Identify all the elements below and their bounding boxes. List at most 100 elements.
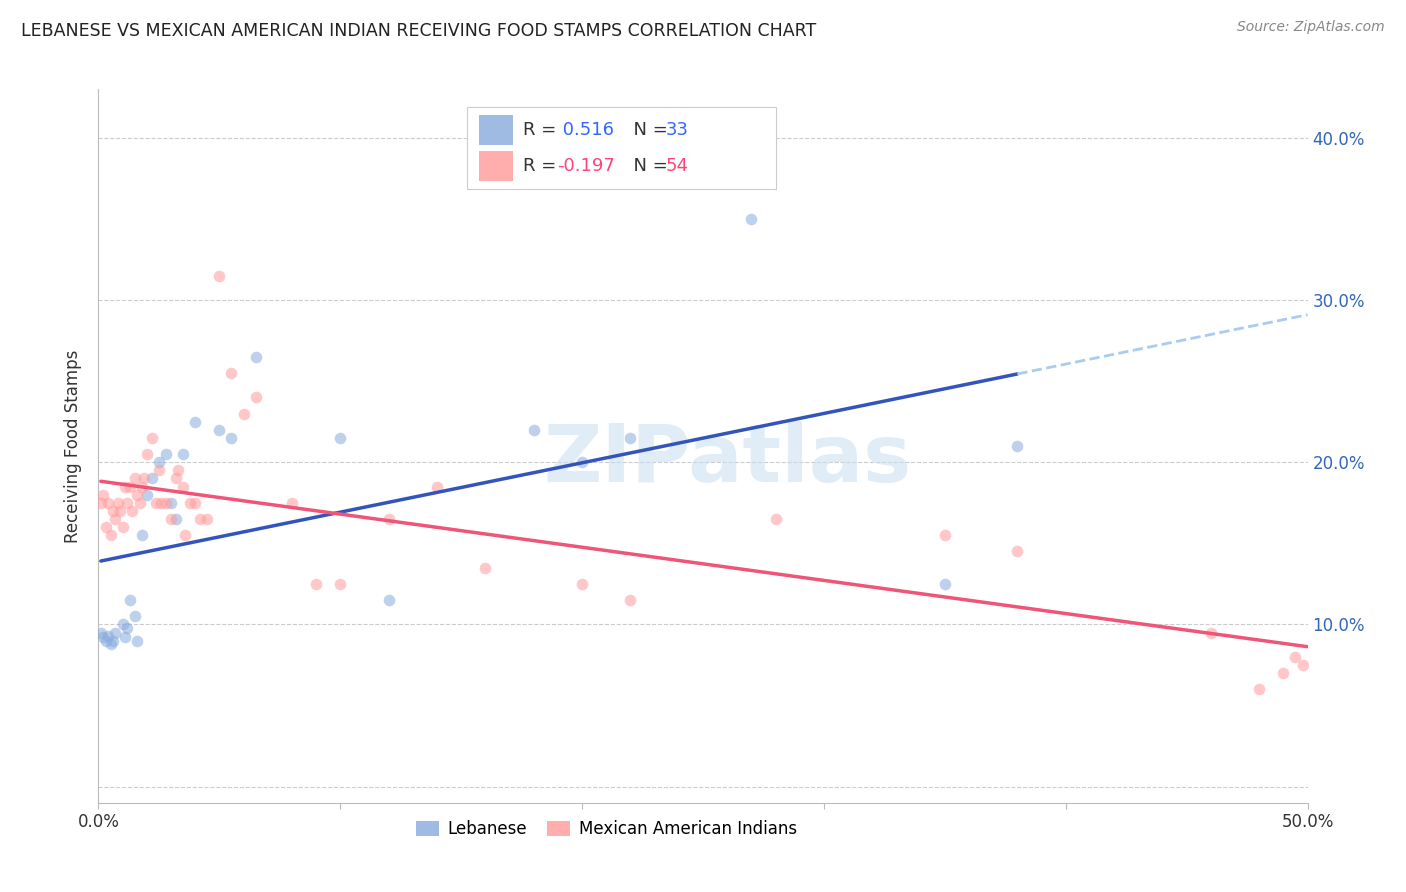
Text: Source: ZipAtlas.com: Source: ZipAtlas.com	[1237, 20, 1385, 34]
Y-axis label: Receiving Food Stamps: Receiving Food Stamps	[65, 350, 83, 542]
Point	[135, 447, 157, 461]
Point	[167, 463, 190, 477]
Point	[141, 431, 163, 445]
Text: -0.197: -0.197	[557, 157, 614, 175]
Point	[619, 431, 641, 445]
Point	[426, 479, 449, 493]
Point	[1007, 544, 1029, 558]
Point	[1199, 625, 1222, 640]
Point	[148, 463, 170, 477]
Point	[108, 504, 131, 518]
Point	[118, 479, 141, 493]
Point	[188, 512, 211, 526]
Point	[124, 609, 146, 624]
Point	[571, 577, 593, 591]
Point	[94, 520, 117, 534]
Point	[934, 528, 956, 542]
Bar	[467, 107, 776, 189]
Point	[121, 504, 143, 518]
Text: N =: N =	[621, 121, 673, 139]
Point	[208, 268, 231, 283]
Text: ZIPatlas: ZIPatlas	[543, 421, 911, 500]
Point	[1007, 439, 1029, 453]
Point	[245, 350, 267, 364]
Point	[90, 625, 112, 640]
Point	[111, 520, 134, 534]
Point	[134, 471, 156, 485]
Point	[1292, 657, 1315, 672]
Point	[131, 528, 153, 542]
Point	[91, 631, 114, 645]
Point	[474, 560, 496, 574]
Point	[124, 471, 146, 485]
Point	[172, 479, 194, 493]
Point	[165, 471, 187, 485]
Point	[117, 496, 139, 510]
Text: 33: 33	[665, 121, 689, 139]
Point	[174, 528, 197, 542]
Text: R =: R =	[523, 157, 562, 175]
Legend: Lebanese, Mexican American Indians: Lebanese, Mexican American Indians	[409, 814, 803, 845]
Point	[100, 528, 122, 542]
Point	[221, 366, 243, 380]
Text: LEBANESE VS MEXICAN AMERICAN INDIAN RECEIVING FOOD STAMPS CORRELATION CHART: LEBANESE VS MEXICAN AMERICAN INDIAN RECE…	[21, 22, 817, 40]
Point	[100, 637, 122, 651]
Point	[1272, 666, 1295, 681]
Point	[148, 455, 170, 469]
Point	[377, 593, 399, 607]
Point	[305, 577, 328, 591]
Point	[208, 423, 231, 437]
Point	[765, 512, 787, 526]
Point	[107, 496, 129, 510]
Point	[128, 496, 150, 510]
Point	[245, 390, 267, 404]
Point	[1249, 682, 1271, 697]
Point	[232, 407, 254, 421]
Point	[150, 496, 173, 510]
Point	[135, 488, 157, 502]
Point	[619, 593, 641, 607]
Point	[740, 211, 762, 226]
Point	[97, 629, 120, 643]
Point	[523, 423, 546, 437]
Text: R =: R =	[523, 121, 562, 139]
Point	[281, 496, 304, 510]
Point	[160, 512, 183, 526]
Bar	[479, 151, 513, 180]
Point	[184, 415, 207, 429]
Point	[145, 496, 167, 510]
Point	[131, 479, 153, 493]
Point	[1284, 649, 1306, 664]
Point	[91, 488, 114, 502]
Bar	[479, 115, 513, 145]
Point	[934, 577, 956, 591]
Point	[377, 512, 399, 526]
Point	[114, 631, 136, 645]
Point	[571, 455, 593, 469]
Point	[117, 621, 139, 635]
Point	[172, 447, 194, 461]
Point	[118, 593, 141, 607]
Point	[195, 512, 218, 526]
Point	[101, 504, 124, 518]
Point	[141, 471, 163, 485]
Text: 0.516: 0.516	[557, 121, 613, 139]
Point	[127, 633, 149, 648]
Point	[111, 617, 134, 632]
Point	[94, 633, 117, 648]
Point	[90, 496, 112, 510]
Point	[329, 577, 352, 591]
Point	[165, 512, 187, 526]
Point	[221, 431, 243, 445]
Text: N =: N =	[621, 157, 673, 175]
Point	[155, 447, 177, 461]
Point	[104, 625, 127, 640]
Point	[179, 496, 201, 510]
Point	[160, 496, 183, 510]
Point	[101, 633, 124, 648]
Point	[104, 512, 127, 526]
Point	[155, 496, 177, 510]
Point	[329, 431, 352, 445]
Point	[127, 488, 149, 502]
Text: 54: 54	[665, 157, 689, 175]
